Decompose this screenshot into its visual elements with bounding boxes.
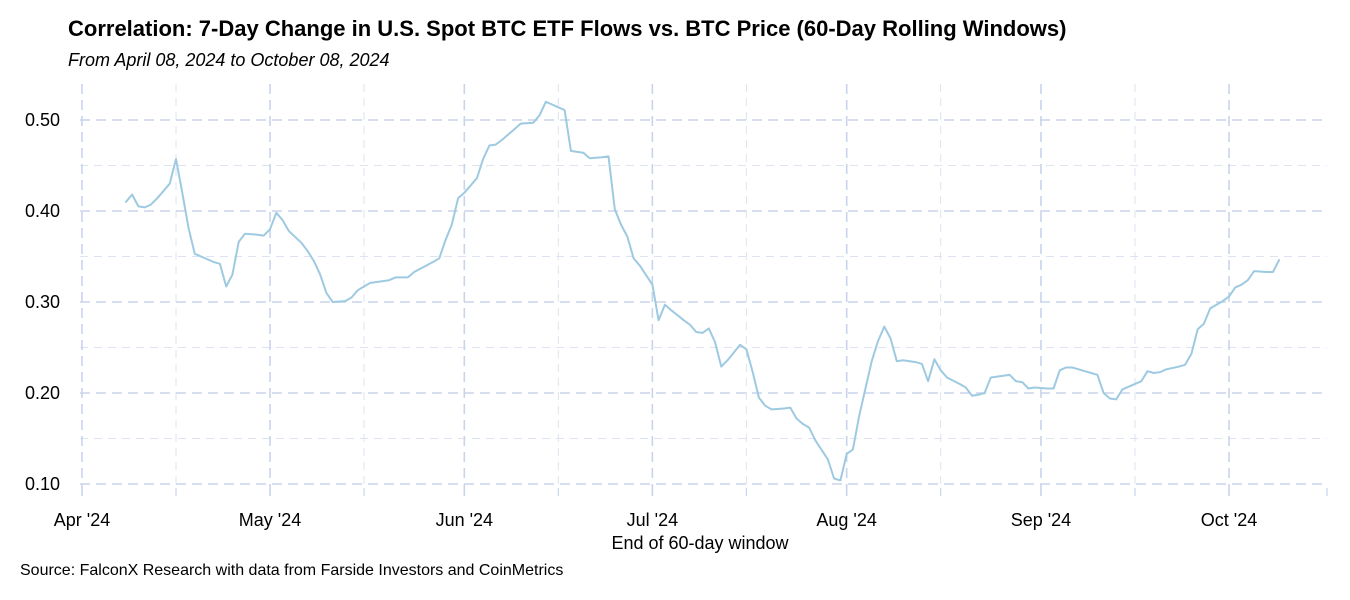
source-note: Source: FalconX Research with data from … [20,562,564,579]
x-tick-label: Sep '24 [1011,510,1072,530]
series-group [124,100,1281,482]
x-axis-title: End of 60-day window [611,533,789,553]
y-tick-label: 0.30 [25,292,60,312]
y-axis: 0.10 0.20 0.30 0.40 0.50 [25,110,60,494]
x-tick-label: Apr '24 [54,510,110,530]
x-tick-label: May '24 [239,510,301,530]
x-tick-label: Aug '24 [816,510,877,530]
x-axis: Apr '24 May '24 Jun '24 Jul '24 Aug '24 Sep '… [54,488,1328,530]
y-tick-label: 0.20 [25,383,60,403]
major-gridlines [80,84,1327,488]
y-tick-label: 0.50 [25,110,60,130]
chart-title: Correlation: 7-Day Change in U.S. Spot B… [68,16,1067,41]
series-line [124,100,1281,482]
y-tick-label: 0.10 [25,474,60,494]
x-tick-label: Jul '24 [627,510,678,530]
x-tick-label: Oct '24 [1201,510,1257,530]
y-tick-label: 0.40 [25,201,60,221]
x-tick-label: Jun '24 [436,510,493,530]
chart-subtitle: From April 08, 2024 to October 08, 2024 [68,50,390,70]
minor-gridlines [80,84,1327,488]
